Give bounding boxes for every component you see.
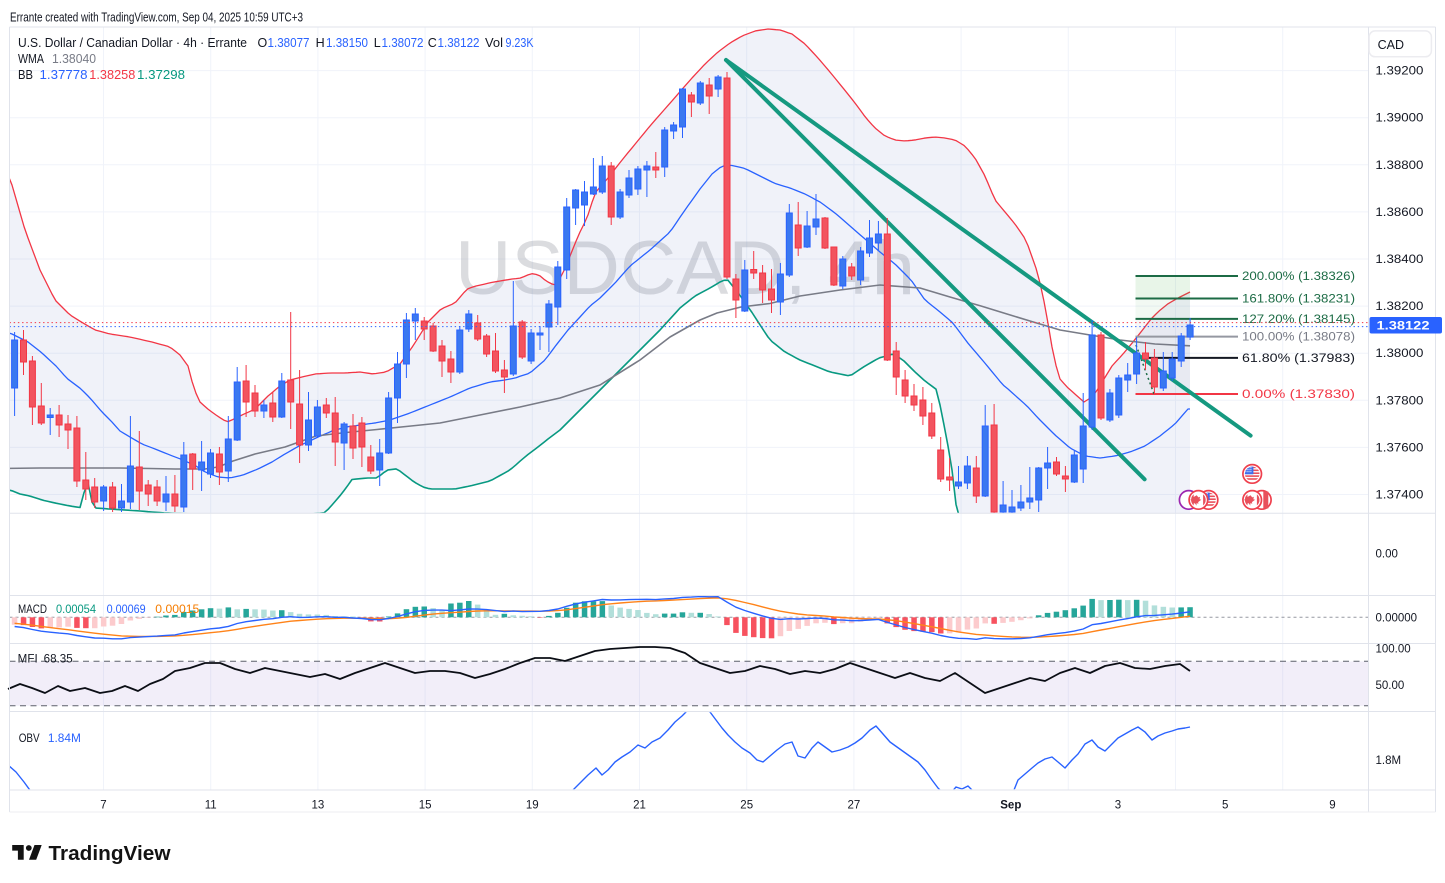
svg-text:WMA: WMA — [18, 52, 45, 66]
svg-text:21: 21 — [633, 800, 646, 812]
svg-text:OBV: OBV — [19, 733, 40, 745]
svg-text:127.20% (1.38145): 127.20% (1.38145) — [1242, 314, 1355, 326]
svg-text:1.38122: 1.38122 — [438, 36, 480, 50]
svg-text:1.37778: 1.37778 — [40, 68, 88, 82]
svg-text:0.00015: 0.00015 — [155, 604, 199, 616]
svg-text:C: C — [428, 36, 437, 50]
svg-text:200.00% (1.38326): 200.00% (1.38326) — [1242, 271, 1355, 283]
svg-text:MFI: MFI — [18, 653, 38, 665]
svg-text:100.00% (1.38078): 100.00% (1.38078) — [1242, 332, 1355, 344]
svg-text:1.38072: 1.38072 — [382, 36, 424, 50]
svg-text:0.00069: 0.00069 — [107, 604, 146, 616]
svg-text:TradingView: TradingView — [49, 843, 171, 865]
svg-text:100.00: 100.00 — [1376, 643, 1411, 655]
svg-text:Vol: Vol — [485, 36, 503, 50]
svg-text:1.38150: 1.38150 — [326, 36, 368, 50]
svg-text:1.38200: 1.38200 — [1375, 301, 1423, 313]
svg-text:Sep: Sep — [1000, 800, 1021, 812]
svg-text:1.38122: 1.38122 — [1377, 321, 1430, 333]
svg-text:0.00: 0.00 — [1376, 549, 1398, 561]
svg-text:1.37800: 1.37800 — [1375, 395, 1423, 407]
svg-text:0.00054: 0.00054 — [56, 604, 97, 616]
svg-text:68.35: 68.35 — [44, 653, 73, 665]
svg-text:1.37298: 1.37298 — [137, 68, 185, 82]
svg-text:1.37600: 1.37600 — [1375, 442, 1423, 454]
svg-text:1.38040: 1.38040 — [52, 52, 96, 66]
svg-text:U.S. Dollar / Canadian Dollar: U.S. Dollar / Canadian Dollar · 4h · Err… — [18, 35, 247, 50]
svg-text:7: 7 — [100, 800, 106, 812]
svg-text:9: 9 — [1329, 800, 1335, 812]
svg-text:L: L — [374, 36, 381, 50]
svg-text:1.39000: 1.39000 — [1375, 113, 1423, 125]
svg-text:15: 15 — [419, 800, 432, 812]
svg-text:13: 13 — [312, 800, 325, 812]
svg-text:61.80% (1.37983): 61.80% (1.37983) — [1242, 353, 1355, 365]
svg-text:1.38400: 1.38400 — [1375, 254, 1423, 266]
svg-text:1.39200: 1.39200 — [1375, 66, 1423, 78]
svg-text:161.80% (1.38231): 161.80% (1.38231) — [1242, 294, 1355, 306]
svg-text:1.8M: 1.8M — [1376, 755, 1402, 767]
svg-text:MACD: MACD — [18, 604, 47, 616]
svg-text:1.38800: 1.38800 — [1375, 160, 1423, 172]
svg-text:1.84M: 1.84M — [48, 733, 81, 745]
svg-text:3: 3 — [1115, 800, 1121, 812]
svg-text:0.00000: 0.00000 — [1376, 612, 1418, 624]
svg-text:50.00: 50.00 — [1376, 680, 1405, 692]
svg-text:H: H — [316, 36, 325, 50]
svg-text:5: 5 — [1222, 800, 1228, 812]
svg-text:BB: BB — [18, 68, 33, 82]
svg-text:11: 11 — [205, 800, 217, 812]
svg-text:27: 27 — [848, 800, 861, 812]
svg-text:25: 25 — [740, 800, 753, 812]
svg-text:CAD: CAD — [1378, 38, 1404, 52]
svg-text:USDCAD, 4h: USDCAD, 4h — [455, 226, 915, 311]
svg-text:19: 19 — [526, 800, 539, 812]
svg-text:O: O — [258, 36, 268, 50]
svg-text:1.38077: 1.38077 — [268, 36, 310, 50]
svg-text:9.23K: 9.23K — [506, 36, 535, 50]
svg-text:1.38000: 1.38000 — [1375, 348, 1423, 360]
svg-text:0.00% (1.37830): 0.00% (1.37830) — [1242, 389, 1355, 401]
svg-text:1.37400: 1.37400 — [1375, 490, 1423, 502]
svg-text:1.38258: 1.38258 — [89, 68, 135, 82]
svg-text:1.38600: 1.38600 — [1375, 207, 1423, 219]
svg-text:Errante created with TradingVi: Errante created with TradingView.com, Se… — [10, 11, 303, 25]
